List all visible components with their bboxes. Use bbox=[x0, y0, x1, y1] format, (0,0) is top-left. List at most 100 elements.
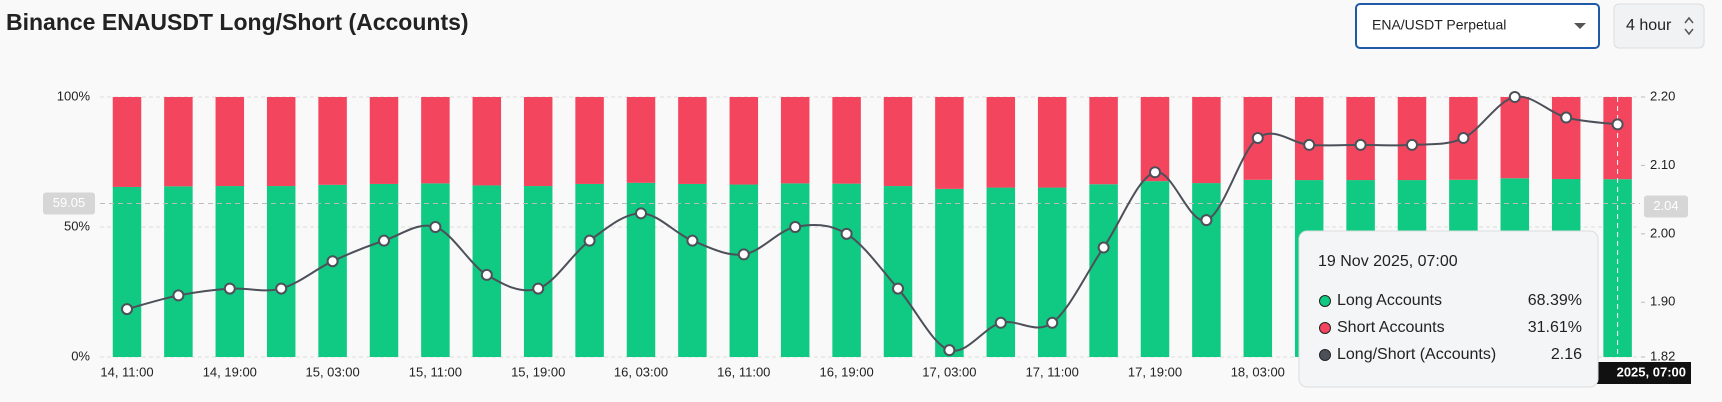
ratio-point bbox=[1457, 132, 1470, 145]
tooltip-value: 68.39% bbox=[1528, 292, 1582, 309]
x-tick-label: 17, 03:00 bbox=[922, 364, 976, 379]
long-bar bbox=[1243, 179, 1273, 357]
x-tick-label: 15, 19:00 bbox=[511, 364, 565, 379]
x-tick-label: 15, 11:00 bbox=[409, 364, 462, 379]
symbol-select[interactable]: ENA/USDT Perpetual bbox=[1355, 3, 1600, 49]
long-bar bbox=[215, 186, 245, 357]
stepper-arrows bbox=[1684, 16, 1694, 36]
ratio-point bbox=[480, 268, 493, 281]
y2-tick-label: 1.90 bbox=[1650, 294, 1675, 309]
x-tick-label: 18, 03:00 bbox=[1231, 364, 1285, 379]
short-bar bbox=[1294, 97, 1324, 181]
short-bar bbox=[1037, 97, 1067, 188]
ratio-point bbox=[1406, 138, 1418, 151]
tooltip-series-name: Long Accounts bbox=[1337, 292, 1442, 309]
long-bar bbox=[678, 183, 707, 357]
short-bar bbox=[369, 97, 399, 184]
short-bar bbox=[472, 97, 502, 186]
long-bar bbox=[935, 188, 964, 357]
select-label[interactable]: ENA/USDT Perpetual bbox=[1372, 17, 1506, 33]
x-tick-label: 14, 19:00 bbox=[203, 364, 257, 379]
select-box[interactable] bbox=[1613, 3, 1705, 49]
select-label[interactable]: 4 hour bbox=[1626, 17, 1672, 34]
short-bar bbox=[935, 97, 964, 189]
tooltip-series-name: Long/Short (Accounts) bbox=[1337, 346, 1496, 363]
short-bar bbox=[266, 97, 296, 187]
y2-tick-label: 2.00 bbox=[1650, 225, 1675, 240]
ratio-point bbox=[840, 227, 853, 240]
page-title: Binance ENAUSDT Long/Short (Accounts) bbox=[6, 9, 469, 35]
long-bar bbox=[780, 183, 810, 357]
ratio-point bbox=[635, 207, 647, 220]
long-bar bbox=[986, 187, 1016, 357]
ratio-point bbox=[1200, 214, 1213, 227]
crosshair-x-label: 2025, 07:00 bbox=[1617, 364, 1686, 379]
ratio-point bbox=[1303, 138, 1316, 151]
short-bar bbox=[1346, 97, 1375, 181]
interval-select[interactable]: 4 hour bbox=[1613, 3, 1705, 49]
ratio-point bbox=[532, 282, 545, 295]
short-bar bbox=[832, 97, 861, 184]
long-bar bbox=[1089, 184, 1118, 357]
ratio-point bbox=[1251, 132, 1264, 145]
ratio-point bbox=[223, 282, 236, 295]
long-bar bbox=[369, 183, 399, 357]
x-tick-label: 14, 11:00 bbox=[100, 364, 153, 379]
long-bar bbox=[266, 186, 296, 357]
y-tick-label: 100% bbox=[57, 88, 91, 103]
short-bar bbox=[112, 97, 142, 187]
x-tick-label: 17, 11:00 bbox=[1026, 364, 1079, 379]
ratio-point bbox=[1149, 166, 1161, 179]
short-bar bbox=[1551, 97, 1581, 180]
ratio-point bbox=[121, 303, 133, 316]
short-bar bbox=[986, 97, 1016, 188]
short-bar bbox=[626, 97, 656, 183]
tooltip-value: 2.16 bbox=[1551, 346, 1582, 363]
long-bar bbox=[832, 183, 861, 357]
short-bar bbox=[523, 97, 553, 187]
ratio-point bbox=[1354, 138, 1367, 151]
tooltip-swatch bbox=[1319, 322, 1331, 334]
short-bar bbox=[215, 97, 245, 187]
short-bar bbox=[318, 97, 347, 185]
crosshair-label-bg bbox=[43, 192, 95, 215]
ratio-point bbox=[275, 282, 288, 295]
ratio-point bbox=[326, 255, 339, 268]
short-bar bbox=[575, 97, 604, 184]
dropdown-arrow bbox=[1574, 23, 1586, 29]
y-tick-label: 0% bbox=[71, 348, 90, 363]
short-bar bbox=[421, 97, 450, 184]
long-bar bbox=[523, 186, 553, 357]
ratio-point bbox=[1611, 118, 1624, 131]
select-box[interactable] bbox=[1355, 3, 1600, 49]
ratio-point bbox=[737, 248, 750, 261]
y-tick-label: 50% bbox=[64, 218, 90, 233]
long-bar bbox=[883, 186, 913, 357]
long-bar bbox=[1037, 187, 1067, 357]
short-bar bbox=[678, 97, 707, 184]
short-bar bbox=[883, 97, 913, 187]
x-tick-label: 16, 03:00 bbox=[614, 364, 668, 379]
ratio-point bbox=[789, 221, 802, 233]
short-bar bbox=[1397, 97, 1427, 181]
ratio-point bbox=[1046, 316, 1059, 329]
short-bar bbox=[729, 97, 759, 185]
short-bar bbox=[1192, 97, 1221, 184]
long-bar bbox=[421, 183, 450, 357]
ratio-point bbox=[172, 289, 185, 302]
long-bar bbox=[1140, 181, 1170, 357]
ratio-point bbox=[892, 282, 904, 295]
long-bar bbox=[729, 184, 759, 357]
x-tick-label: 17, 19:00 bbox=[1128, 364, 1182, 379]
crosshair-y2-label: 2.04 bbox=[1653, 198, 1678, 213]
long-bar bbox=[318, 184, 347, 357]
y2-tick-label: 2.20 bbox=[1650, 88, 1675, 103]
tooltip-series-name: Short Accounts bbox=[1337, 319, 1445, 336]
crosshair-label-bg bbox=[1644, 195, 1688, 218]
tooltip-value: 31.61% bbox=[1528, 319, 1582, 336]
short-bar bbox=[1089, 97, 1118, 185]
tooltip: 19 Nov 2025, 07:00 Long Accounts 68.39% Sho… bbox=[1298, 230, 1599, 388]
ratio-point bbox=[1560, 111, 1573, 124]
